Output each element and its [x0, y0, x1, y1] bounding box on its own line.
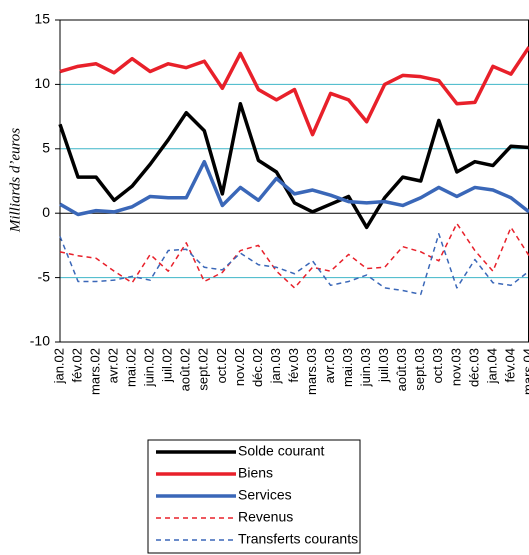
x-tick-label: juin.03 — [358, 348, 373, 387]
y-tick-label: 5 — [42, 140, 50, 156]
x-tick-label: mai.03 — [340, 348, 355, 387]
x-tick-label: juil.03 — [376, 348, 391, 383]
y-tick-label: 0 — [42, 204, 50, 220]
x-tick-label: août.03 — [394, 348, 409, 391]
x-tick-label: mars.02 — [88, 348, 103, 395]
x-tick-label: mars.04 — [520, 348, 529, 395]
x-tick-label: fév.03 — [286, 348, 301, 382]
y-axis-label: Milliards d’euros — [7, 128, 23, 233]
x-tick-label: jan.04 — [484, 348, 499, 384]
x-tick-label: oct.02 — [214, 348, 229, 383]
series-line — [59, 159, 529, 217]
series-line — [59, 233, 529, 296]
x-tick-label: mars.03 — [304, 348, 319, 395]
x-tick-label: nov.03 — [448, 348, 463, 386]
legend-label: Revenus — [238, 509, 293, 525]
x-tick-label: fév.04 — [502, 348, 517, 382]
legend-label: Services — [238, 487, 292, 503]
plot-frame — [59, 19, 529, 343]
legend-label: Transferts courants — [238, 531, 358, 547]
x-tick-label: jan.03 — [268, 348, 283, 384]
x-tick-label: sept.03 — [412, 348, 427, 391]
y-tick-label: -10 — [30, 333, 50, 349]
x-tick-label: jan.02 — [51, 348, 66, 384]
y-tick-label: 10 — [34, 75, 50, 91]
x-tick-label: nov.02 — [232, 348, 247, 386]
x-tick-label: déc.03 — [466, 348, 481, 387]
x-tick-label: fév.02 — [69, 348, 84, 382]
x-tick-label: juin.02 — [142, 348, 157, 387]
x-tick-label: juil.02 — [160, 348, 175, 383]
x-tick-label: sept.02 — [196, 348, 211, 391]
x-tick-label: oct.03 — [430, 348, 445, 383]
legend-label: Biens — [238, 465, 273, 481]
series-line — [58, 101, 529, 230]
x-tick-label: avr.03 — [322, 348, 337, 383]
legend-label: Solde courant — [238, 443, 325, 459]
x-tick-label: avr.02 — [106, 348, 121, 383]
series-line — [59, 222, 529, 289]
x-tick-label: déc.02 — [250, 348, 265, 387]
series-line — [59, 46, 529, 137]
x-tick-label: août.02 — [178, 348, 193, 391]
x-tick-label: mai.02 — [124, 348, 139, 387]
y-tick-label: 15 — [34, 11, 50, 27]
y-tick-label: -5 — [38, 268, 51, 284]
